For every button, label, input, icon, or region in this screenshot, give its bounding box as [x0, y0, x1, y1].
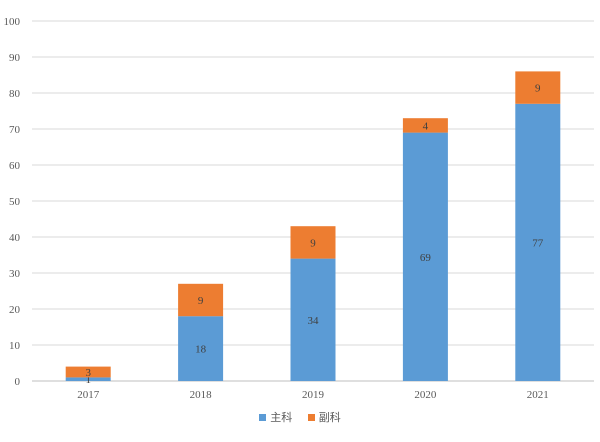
- x-tick-label-2019: 2019: [302, 389, 325, 401]
- y-tick-label-40: 40: [9, 232, 21, 244]
- bar-2017-series-1: [65, 366, 111, 378]
- y-tick-label-60: 60: [9, 160, 21, 172]
- data-label-2018-series-1: 9: [198, 295, 204, 307]
- data-label-2020-series-0: 69: [420, 252, 432, 264]
- legend: 主科 副科: [0, 409, 600, 425]
- y-tick-label-70: 70: [9, 124, 21, 136]
- data-label-2018-series-0: 18: [195, 344, 207, 356]
- bar-2019-series-1: [290, 226, 336, 259]
- y-tick-label-50: 50: [9, 196, 21, 208]
- y-tick-label-20: 20: [9, 304, 21, 316]
- y-tick-label-10: 10: [9, 340, 21, 352]
- legend-item-series-0: 主科: [259, 409, 292, 425]
- legend-label-0: 主科: [270, 411, 293, 424]
- x-tick-label-2018: 2018: [190, 389, 213, 401]
- bar-2018-series-1: [178, 283, 224, 317]
- legend-label-1: 副科: [318, 411, 341, 424]
- bar-2020-series-0: [402, 132, 448, 381]
- data-label-2020-series-1: 4: [423, 120, 429, 132]
- data-label-2019-series-0: 34: [308, 315, 320, 327]
- x-axis: 2017 2018 2019 2020 2021: [77, 389, 549, 401]
- bar-2021-series-0: [515, 103, 561, 382]
- y-tick-label-100: 100: [4, 16, 21, 28]
- data-label-2019-series-1: 9: [310, 237, 316, 249]
- bar-2017-series-0: [65, 377, 111, 381]
- bar-2020-series-1: [402, 118, 448, 133]
- legend-swatch-0: [259, 413, 267, 421]
- x-tick-label-2021: 2021: [527, 389, 549, 401]
- y-tick-label-80: 80: [9, 88, 21, 100]
- y-tick-label-90: 90: [9, 52, 21, 64]
- y-tick-label-30: 30: [9, 268, 21, 280]
- bar-2021-series-1: [515, 71, 561, 104]
- data-label-2017-series-0: 1: [85, 374, 91, 386]
- legend-item-series-1: 副科: [307, 409, 341, 425]
- bars: 13 18 9 34 9 69 4 77 9: [65, 71, 561, 386]
- x-tick-label-2017: 2017: [77, 389, 100, 401]
- x-tick-label-2020: 2020: [414, 389, 437, 401]
- y-tick-label-0: 0: [15, 376, 21, 388]
- bar-2019-series-0: [290, 258, 336, 381]
- data-label-2021-series-0: 77: [532, 237, 544, 249]
- y-axis: 0 10 20 30 40 50 60 70 80 90 100: [4, 16, 21, 388]
- data-label-2017-series-1: 3: [85, 367, 91, 379]
- legend-swatch-1: [307, 413, 315, 421]
- data-label-2021-series-1: 9: [535, 83, 541, 95]
- bar-2018-series-0: [178, 316, 224, 381]
